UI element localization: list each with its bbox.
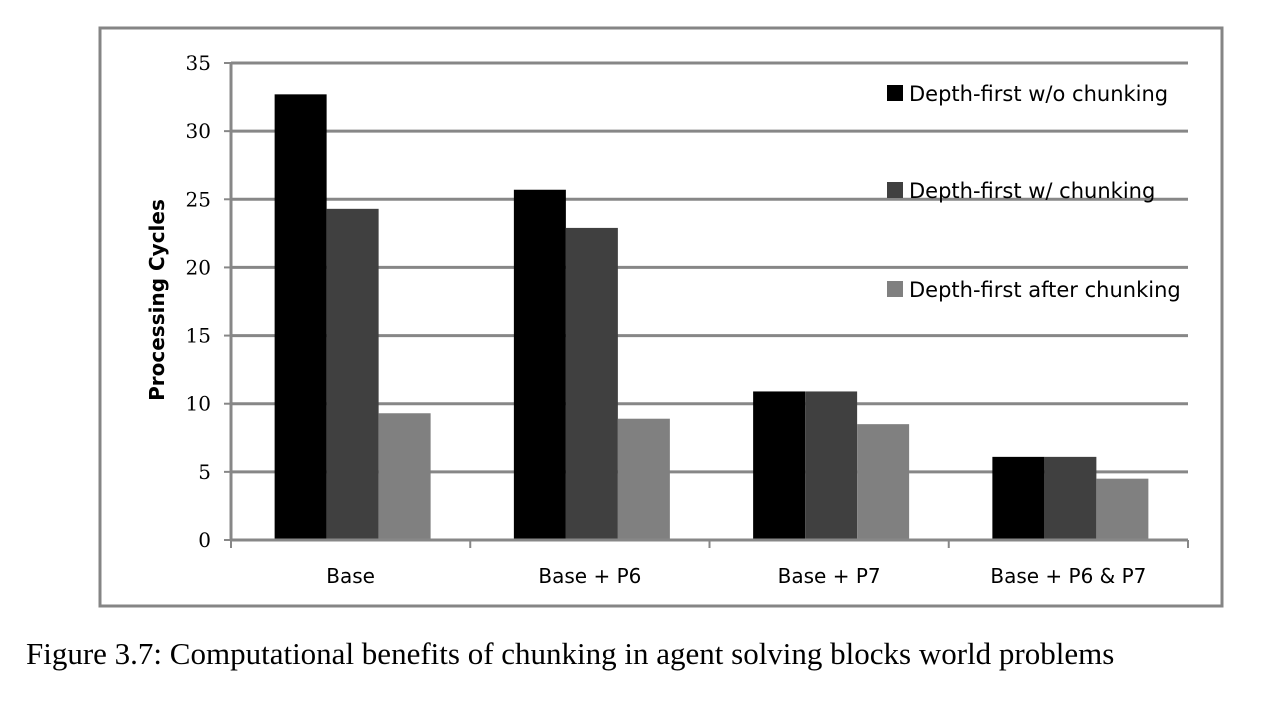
y-tick-label: 0	[198, 528, 211, 552]
y-tick-label: 5	[198, 460, 211, 484]
bar	[992, 456, 1045, 540]
x-tick-label: Base	[326, 564, 375, 588]
figure-caption: Figure 3.7: Computational benefits of ch…	[26, 636, 1115, 671]
y-tick-label: 20	[186, 255, 211, 279]
legend: Depth-first w/o chunking Depth-first w/ c…	[887, 82, 1181, 302]
y-tick-labels: 0 5 10 15 20 25 30 35	[186, 51, 211, 552]
x-tick-label: Base + P6 & P7	[990, 564, 1146, 588]
bar	[753, 391, 806, 540]
x-tick-label: Base + P7	[778, 564, 881, 588]
legend-label: Depth-first w/ chunking	[909, 179, 1155, 203]
bar	[1044, 456, 1097, 540]
bar	[274, 94, 327, 541]
bar	[805, 391, 858, 540]
y-axis-label: Processing Cycles	[145, 199, 169, 401]
legend-swatch	[887, 281, 903, 297]
y-tick-label: 30	[186, 119, 211, 143]
bar	[857, 424, 910, 540]
y-tick-label: 35	[186, 51, 211, 75]
axes	[224, 62, 1189, 548]
bar	[617, 418, 670, 540]
bars	[274, 94, 1149, 541]
legend-label: Depth-first after chunking	[909, 278, 1181, 302]
legend-swatch	[887, 182, 903, 198]
bar	[1096, 478, 1149, 540]
y-tick-label: 10	[186, 392, 211, 416]
bar	[513, 189, 566, 540]
bar	[565, 227, 618, 541]
bar	[326, 208, 379, 540]
y-tick-label: 25	[186, 187, 211, 211]
legend-swatch	[887, 85, 903, 101]
y-tick-label: 15	[186, 324, 211, 348]
legend-label: Depth-first w/o chunking	[909, 82, 1168, 106]
x-tick-labels: Base Base + P6 Base + P7 Base + P6 & P7	[326, 564, 1146, 588]
x-tick-label: Base + P6	[538, 564, 641, 588]
bar	[378, 413, 431, 540]
